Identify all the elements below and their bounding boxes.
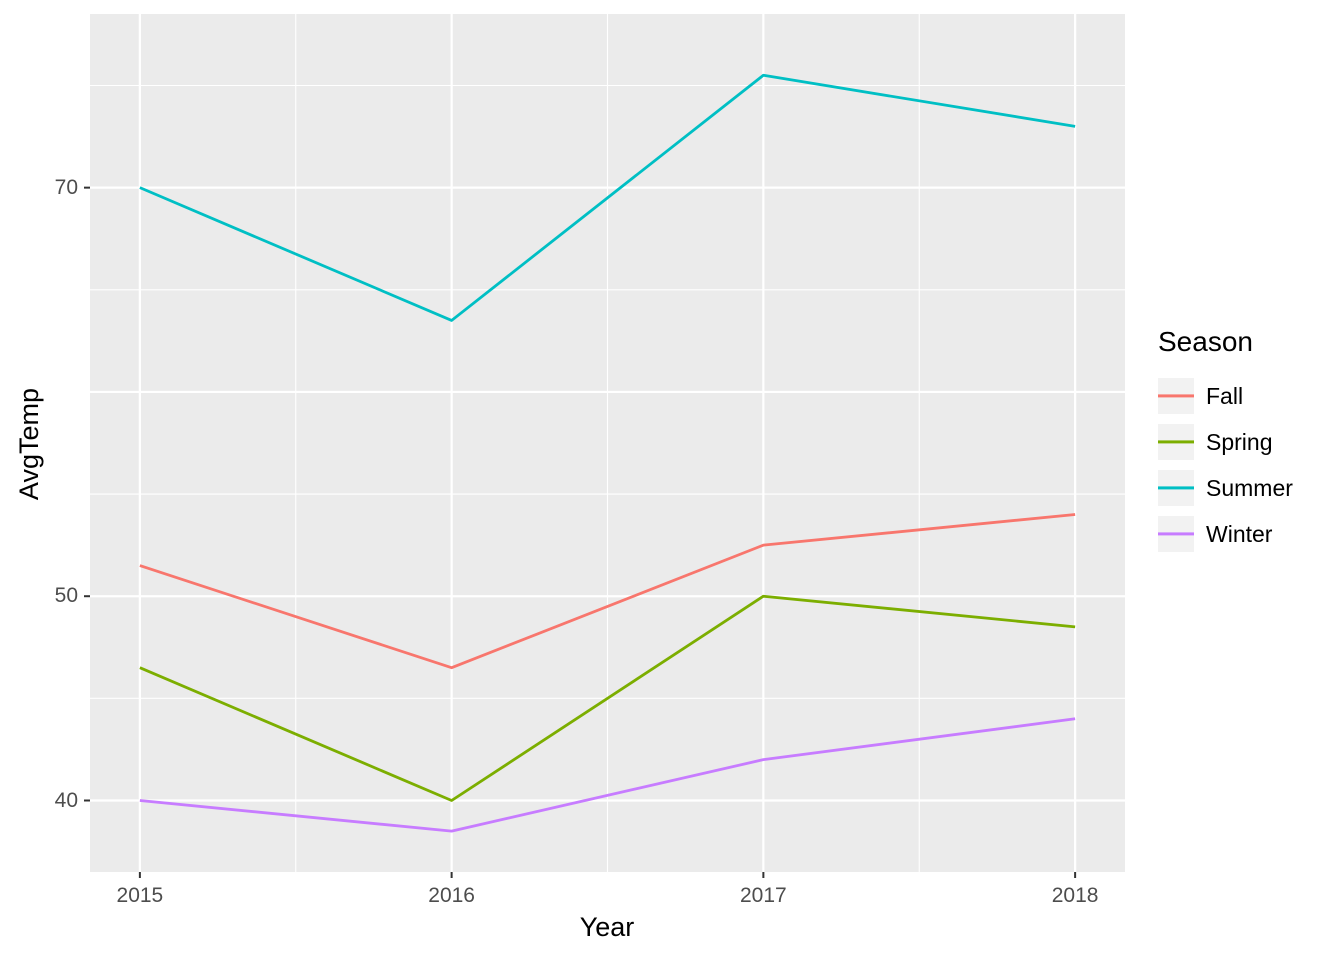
- series-line-spring: [139, 594, 1076, 802]
- legend-label: Fall: [1206, 382, 1244, 409]
- legend-items: Fall Spring Summer Winter: [1158, 378, 1293, 552]
- x-axis-title: Year: [579, 912, 635, 942]
- y-tick-label: 40: [54, 788, 78, 812]
- legend-key-swatch: [1158, 424, 1194, 460]
- legend-item-fall: Fall: [1158, 378, 1293, 414]
- x-tick-label: 2016: [428, 884, 475, 907]
- legend-label: Spring: [1206, 428, 1273, 455]
- legend-key-swatch: [1158, 516, 1194, 552]
- legend-item-summer: Summer: [1158, 470, 1293, 506]
- x-tick-label: 2015: [116, 884, 164, 907]
- legend-key-line: [1158, 440, 1194, 444]
- legend-key-line: [1158, 486, 1194, 490]
- series-line-summer: [139, 73, 1076, 322]
- legend-title: Season: [1158, 326, 1253, 357]
- legend-label: Summer: [1206, 474, 1293, 501]
- y-tick-label: 50: [54, 584, 78, 608]
- legend-label: Winter: [1206, 520, 1273, 547]
- series-line-fall: [139, 513, 1076, 670]
- legend-key-line: [1158, 394, 1194, 398]
- y-axis-title: AvgTemp: [14, 388, 44, 501]
- y-tick-label: 70: [54, 175, 78, 199]
- legend: Season Fall Spring Summer Winter: [1158, 326, 1293, 562]
- legend-key-swatch: [1158, 470, 1194, 506]
- x-tick-label: 2018: [1051, 884, 1099, 907]
- legend-key-swatch: [1158, 378, 1194, 414]
- series-line-winter: [139, 717, 1076, 833]
- legend-key-line: [1158, 532, 1194, 536]
- legend-item-winter: Winter: [1158, 516, 1293, 552]
- legend-item-spring: Spring: [1158, 424, 1293, 460]
- x-tick-label: 2017: [740, 884, 787, 907]
